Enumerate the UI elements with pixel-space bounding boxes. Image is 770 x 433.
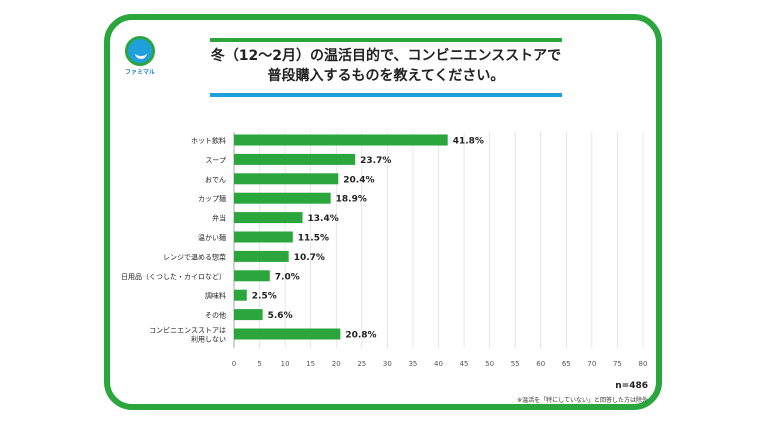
category-label: その他 bbox=[205, 311, 226, 320]
title-bar-blue bbox=[210, 93, 562, 97]
label-layer: 41.8% ホット飲料 23.7% スープ 20.4% おでん 18.9% カップ麺 13.4%… bbox=[121, 136, 484, 344]
category-label: 温かい麺 bbox=[198, 233, 226, 242]
category-label: 日用品（くつした・カイロなど） bbox=[121, 273, 226, 281]
bar bbox=[234, 192, 331, 204]
bar-value-label: 11.5% bbox=[298, 234, 329, 244]
bar bbox=[234, 231, 293, 243]
category-label: ホット飲料 bbox=[191, 136, 226, 145]
title-bar-green bbox=[210, 38, 562, 42]
bar-value-label: 10.7% bbox=[294, 253, 325, 263]
category-label: コンビニエンスストアは bbox=[149, 326, 226, 335]
bar bbox=[234, 250, 289, 262]
x-tick-label: 65 bbox=[562, 360, 571, 368]
x-tick-label: 60 bbox=[536, 360, 545, 368]
bar bbox=[234, 134, 448, 146]
category-label: カップ麺 bbox=[198, 194, 226, 203]
bar-value-label: 18.9% bbox=[336, 195, 367, 205]
chart-title: 冬（12～2月）の温活目的で、コンビニエンスストアで 普段購入するものを教えてく… bbox=[210, 46, 562, 86]
x-tick-label: 70 bbox=[587, 360, 596, 368]
bar bbox=[234, 173, 339, 185]
famimaru-logo: ファミマル bbox=[122, 36, 158, 76]
bar-layer bbox=[234, 134, 448, 340]
x-tick-label: 80 bbox=[639, 360, 648, 368]
category-label: スープ bbox=[205, 156, 226, 164]
x-tick-label: 0 bbox=[232, 360, 236, 368]
bar-value-label: 2.5% bbox=[252, 292, 277, 302]
x-tick-label: 55 bbox=[511, 360, 520, 368]
x-tick-label: 20 bbox=[332, 360, 341, 368]
chart-card-frame bbox=[104, 14, 662, 410]
x-tick-label: 25 bbox=[357, 360, 366, 368]
bar-value-label: 20.4% bbox=[343, 175, 374, 185]
logo-text: ファミマル bbox=[124, 69, 155, 76]
x-tick-label: 5 bbox=[257, 360, 261, 368]
category-label: 利用しない bbox=[191, 335, 226, 344]
bar-value-label: 41.8% bbox=[453, 137, 484, 147]
x-tick-label: 40 bbox=[434, 360, 443, 368]
x-tick-label: 75 bbox=[613, 360, 622, 368]
x-tick-label: 50 bbox=[485, 360, 494, 368]
famimaru-smile-icon bbox=[125, 36, 155, 66]
title-line-2: 普段購入するものを教えてください。 bbox=[267, 68, 505, 84]
x-tick-label: 45 bbox=[460, 360, 469, 368]
x-tick-label: 30 bbox=[383, 360, 392, 368]
tick-layer: 0 5 10 15 20 25 30 35 40 45 50 55 60 65 70 75 80 bbox=[232, 360, 648, 368]
x-tick-label: 15 bbox=[306, 360, 315, 368]
bar bbox=[234, 270, 270, 282]
bar bbox=[234, 153, 356, 165]
category-label: レンジで温める惣菜 bbox=[163, 252, 226, 261]
bar-value-label: 23.7% bbox=[360, 156, 391, 166]
bar-value-label: 5.6% bbox=[268, 311, 293, 321]
category-label: おでん bbox=[205, 176, 226, 184]
bar bbox=[234, 328, 341, 340]
x-tick-label: 10 bbox=[281, 360, 290, 368]
title-line-1: 冬（12～2月）の温活目的で、コンビニエンスストアで bbox=[210, 48, 562, 64]
sample-size: n=486 bbox=[615, 381, 648, 391]
bar bbox=[234, 309, 263, 321]
bar-value-label: 13.4% bbox=[308, 214, 339, 224]
bar-value-label: 7.0% bbox=[275, 272, 300, 282]
bar-value-label: 20.8% bbox=[345, 331, 376, 341]
category-label: 弁当 bbox=[212, 214, 226, 223]
footnote: ※温活を「特にしていない」と回答した方は除外 bbox=[517, 397, 648, 404]
x-tick-label: 35 bbox=[408, 360, 417, 368]
bar bbox=[234, 289, 247, 301]
category-label: 調味料 bbox=[205, 291, 226, 300]
bar bbox=[234, 212, 303, 224]
